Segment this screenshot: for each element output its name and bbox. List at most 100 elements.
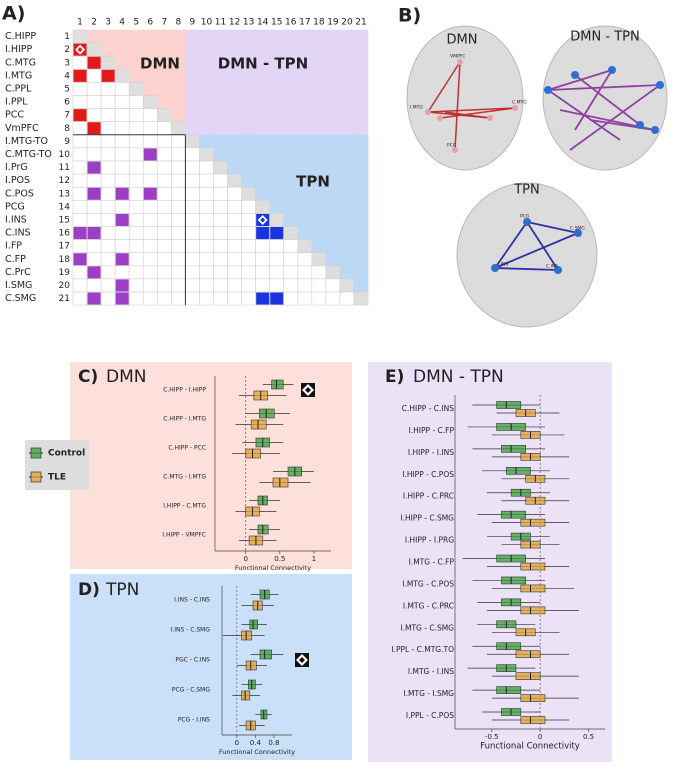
- row-label: I.HIPP - C.PRC: [403, 492, 454, 501]
- row-number: 4: [64, 71, 70, 81]
- row-label: C.PrC: [5, 267, 31, 278]
- node-label: VMPFC: [450, 54, 465, 60]
- box: [496, 686, 522, 694]
- matrix-cell: [72, 265, 88, 280]
- row-label: I.HIPP - C.MTG: [163, 503, 206, 510]
- node-label: I.MTG: [410, 105, 423, 111]
- matrix-cell: [241, 278, 256, 293]
- matrix-cell: [297, 278, 313, 293]
- matrix-cell: [171, 147, 186, 162]
- matrix-cell: [241, 121, 256, 136]
- matrix-cell: [72, 134, 88, 149]
- matrix-cell: [185, 42, 200, 57]
- matrix-cell: [255, 252, 270, 267]
- matrix-cell: [199, 29, 214, 44]
- box: [259, 649, 272, 660]
- matrix-cell: [325, 278, 341, 293]
- matrix-cell: [325, 55, 341, 70]
- x-tick-label: 0.8: [268, 739, 279, 747]
- column-number: 3: [105, 18, 111, 28]
- matrix-cell: [157, 291, 172, 306]
- matrix-cell: [339, 226, 355, 240]
- matrix-cell: [199, 213, 214, 227]
- matrix-cell: [353, 121, 369, 136]
- region-label: TPN: [296, 173, 330, 191]
- column-number: 4: [119, 18, 125, 28]
- matrix-cell: [100, 134, 116, 149]
- matrix-cell: [171, 278, 186, 293]
- matrix-cell: [100, 239, 116, 254]
- box: [501, 576, 526, 585]
- matrix-cell: [311, 213, 327, 227]
- x-tick-label: 0: [235, 739, 239, 747]
- matrix-cell: [297, 121, 313, 136]
- box: [496, 642, 522, 651]
- matrix-cell: [142, 226, 158, 240]
- highlight-cell: [256, 227, 270, 240]
- matrix-cell: [86, 29, 102, 44]
- matrix-cell: [255, 186, 270, 201]
- box: [249, 619, 258, 630]
- matrix-cell: [241, 134, 256, 149]
- matrix-cell: [353, 147, 369, 162]
- column-number: 18: [313, 18, 325, 28]
- row-label: C.MTG: [5, 57, 36, 68]
- matrix-cell: [72, 147, 88, 162]
- row-number: 15: [59, 215, 70, 225]
- column-number: 17: [299, 18, 310, 28]
- matrix-cell: [114, 69, 130, 83]
- row-label: PGC - C.INS: [175, 657, 210, 664]
- matrix-cell: [339, 55, 355, 70]
- matrix-cell: [353, 82, 369, 96]
- matrix-cell: [157, 160, 172, 175]
- matrix-cell: [72, 291, 88, 306]
- brain-title: DMN: [447, 33, 478, 48]
- matrix-cell: [199, 265, 214, 280]
- matrix-cell: [100, 160, 116, 175]
- matrix-cell: [185, 200, 200, 214]
- matrix-cell: [311, 291, 327, 306]
- matrix-cell: [325, 108, 341, 122]
- column-number: 19: [327, 18, 339, 28]
- matrix-cell: [297, 29, 313, 44]
- matrix-cell: [157, 226, 172, 240]
- matrix-cell: [227, 160, 242, 175]
- matrix-cell: [114, 173, 130, 188]
- matrix-cell: [241, 239, 256, 254]
- matrix-cell: [255, 200, 270, 214]
- matrix-cell: [157, 200, 172, 214]
- matrix-cell: [339, 134, 355, 149]
- matrix-cell: [199, 108, 214, 122]
- row-label: I.SMG: [5, 280, 32, 291]
- box: [501, 445, 526, 453]
- matrix-cell: [311, 278, 327, 293]
- matrix-cell: [297, 265, 313, 280]
- row-label: PCG: [5, 201, 25, 212]
- panel-title: DMN - TPN: [413, 367, 504, 387]
- matrix-cell: [269, 95, 285, 109]
- matrix-cell: [353, 200, 369, 214]
- matrix-cell: [255, 147, 270, 162]
- matrix-cell: [100, 265, 116, 280]
- matrix-cell: [353, 291, 369, 306]
- matrix-cell: [86, 173, 102, 188]
- matrix-cell: [171, 265, 186, 280]
- row-number: 17: [59, 242, 70, 252]
- matrix-cell: [185, 226, 200, 240]
- column-number: 11: [215, 18, 226, 28]
- significance-marker: [260, 217, 266, 223]
- matrix-cell: [269, 108, 285, 122]
- matrix-cell: [114, 200, 130, 214]
- matrix-cell: [283, 239, 299, 254]
- matrix-cell: [213, 291, 228, 306]
- matrix-cell: [311, 108, 327, 122]
- matrix-cell: [283, 265, 299, 280]
- row-label: C.HIPP - C.INS: [402, 404, 454, 413]
- matrix-cell: [100, 82, 116, 96]
- matrix-cell: [128, 95, 144, 109]
- box: [520, 584, 546, 593]
- matrix-cell: [185, 95, 200, 109]
- matrix-cell: [325, 42, 341, 57]
- row-number: 18: [59, 255, 71, 265]
- matrix-cell: [227, 95, 242, 109]
